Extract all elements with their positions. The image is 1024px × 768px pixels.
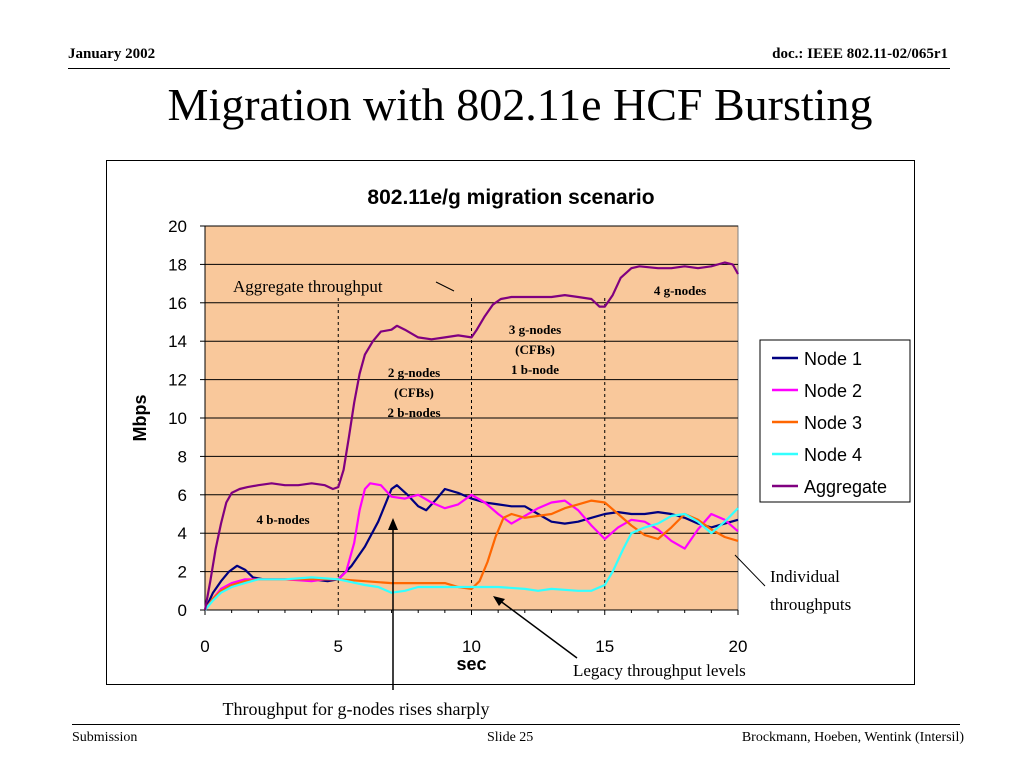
y-tick-label: 14 <box>168 332 187 351</box>
y-tick-label: 10 <box>168 409 187 428</box>
annotation-rises-arrowhead <box>388 518 398 530</box>
x-tick-label: 20 <box>729 637 748 656</box>
legend-label: Aggregate <box>804 477 887 497</box>
annotation-phase-2: 2 b-nodes <box>387 405 440 420</box>
y-tick-label: 20 <box>168 217 187 236</box>
y-axis-label: Mbps <box>130 395 150 442</box>
header-date: January 2002 <box>68 46 156 62</box>
annotation-phase-3: 1 b-node <box>511 362 559 377</box>
x-tick-label: 5 <box>334 637 343 656</box>
y-tick-label: 18 <box>168 255 187 274</box>
annotation-phase-3: 3 g-nodes <box>509 322 561 337</box>
annotation-aggregate: Aggregate throughput <box>233 277 383 296</box>
slide-title: Migration with 802.11e HCF Bursting <box>167 79 873 130</box>
annotation-individual-1: Individual <box>770 567 840 586</box>
annotation-phase-3: (CFBs) <box>515 342 555 357</box>
annotation-phase-4: 4 g-nodes <box>654 283 706 298</box>
x-tick-label: 10 <box>462 637 481 656</box>
footer-divider <box>72 724 960 725</box>
series-line-aggregate <box>203 261 739 611</box>
chart-title: 802.11e/g migration scenario <box>367 186 654 209</box>
header-doc-id: doc.: IEEE 802.11-02/065r1 <box>772 46 948 62</box>
y-tick-label: 0 <box>178 601 187 620</box>
legend-label: Node 2 <box>804 381 862 401</box>
y-tick-label: 2 <box>178 563 187 582</box>
header-divider <box>68 68 950 69</box>
annotation-phase-2: (CFBs) <box>394 385 434 400</box>
footer-submission: Submission <box>72 730 138 745</box>
y-tick-label: 16 <box>168 294 187 313</box>
annotation-legacy-pointer <box>498 599 578 659</box>
legend-label: Node 1 <box>804 349 862 369</box>
x-axis-label: sec <box>456 654 486 674</box>
legend-label: Node 3 <box>804 413 862 433</box>
annotation-phase-2: 2 g-nodes <box>388 365 440 380</box>
y-tick-label: 12 <box>168 371 187 390</box>
series-line-node-2 <box>204 482 739 611</box>
footer-slide-number: Slide 25 <box>487 730 534 745</box>
x-tick-label: 0 <box>200 637 209 656</box>
y-tick-label: 4 <box>178 524 187 543</box>
footer-authors: Brockmann, Hoeben, Wentink (Intersil) <box>741 730 964 745</box>
legend-label: Node 4 <box>804 445 862 465</box>
annotation-phase-1: 4 b-nodes <box>256 512 309 527</box>
annotation-individual-pointer <box>734 554 766 587</box>
annotation-legacy-arrowhead <box>493 596 505 606</box>
y-tick-label: 8 <box>178 447 187 466</box>
x-tick-label: 15 <box>595 637 614 656</box>
annotation-rises: Throughput for g-nodes rises sharply <box>223 699 490 719</box>
y-tick-label: 6 <box>178 486 187 505</box>
annotation-individual-2: throughputs <box>770 595 851 614</box>
annotation-aggregate-pointer <box>435 281 455 292</box>
series-line-node-4 <box>204 507 739 611</box>
annotation-legacy: Legacy throughput levels <box>573 661 746 680</box>
